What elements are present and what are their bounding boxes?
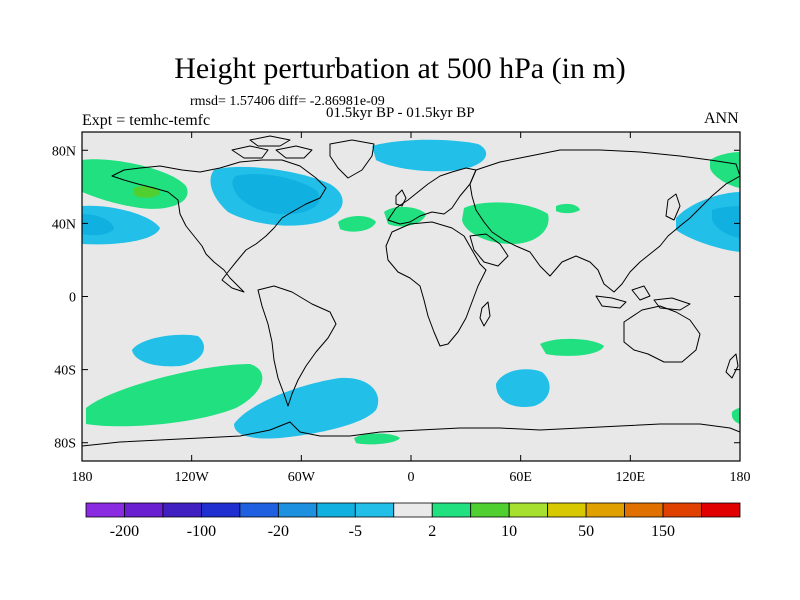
colorbar-swatch: [124, 502, 164, 518]
anomaly-negative-core: [82, 214, 114, 236]
coastline-africa: [385, 221, 487, 347]
anomaly-positive: [540, 338, 604, 356]
coastline-arabia: [469, 233, 509, 267]
coastline-uk: [395, 189, 407, 207]
coastline-south-america: [257, 285, 337, 407]
colorbar-swatch: [277, 502, 318, 518]
coastline-north-america: [111, 159, 327, 293]
anomaly-negative: [132, 334, 204, 367]
colorbar-swatch: [662, 502, 702, 518]
anomaly-positive-core: [134, 185, 160, 198]
colorbar-label: 2: [428, 523, 436, 540]
lat-tick-label: 80N: [52, 144, 76, 159]
anomaly-positive: [82, 159, 188, 209]
experiment-label: Expt = temhc-temfc: [82, 112, 211, 129]
colorbar-swatch: [316, 502, 356, 518]
colorbar-swatch: [701, 502, 741, 518]
lon-tick-label: 180: [72, 470, 93, 485]
lat-tick-label: 40N: [52, 217, 76, 232]
coastlines: [82, 135, 740, 447]
colorbar-swatch: [354, 502, 395, 518]
colorbar-swatch: [508, 502, 549, 518]
lon-tick-label: 60W: [288, 470, 316, 485]
colorbar-label: 10: [501, 523, 517, 540]
anomaly-positive: [384, 206, 426, 227]
colorbar-swatch: [431, 502, 472, 518]
lat-tick-label: 80S: [54, 437, 76, 452]
coastline-antarctica: [82, 421, 740, 447]
colorbar-swatch: [470, 502, 510, 518]
anomaly-negative: [496, 369, 550, 408]
coastline-japan: [665, 193, 681, 221]
season-label: ANN: [704, 110, 739, 127]
lon-tick-label: 0: [408, 470, 415, 485]
anomaly-fields: [82, 139, 740, 445]
colorbar-label: -100: [187, 523, 216, 540]
anomaly-negative: [372, 139, 487, 172]
colorbar-label: -5: [349, 523, 362, 540]
anomaly-negative: [676, 192, 740, 252]
anomaly-positive: [354, 433, 400, 445]
map-axes: 180 120W 60W 0 60E 120E 180 80N 40N 0 40S 80S: [52, 132, 751, 485]
colorbar-swatch: [239, 502, 279, 518]
period-label: 01.5kyr BP - 01.5kyr BP: [326, 105, 475, 121]
anomaly-negative-core: [232, 173, 320, 215]
colorbar-label: -20: [268, 523, 289, 540]
lon-tick-label: 180: [730, 470, 751, 485]
colorbar-swatch: [201, 502, 241, 518]
anomaly-negative: [234, 377, 379, 439]
map-title: Height perturbation at 500 hPa (in m): [174, 52, 626, 85]
anomaly-positive: [86, 364, 263, 427]
anomaly-positive: [338, 216, 376, 232]
lat-tick-label: 0: [69, 291, 76, 306]
coastline-asia: [469, 149, 740, 293]
colorbar-swatch: [585, 502, 625, 518]
lat-tick-label: 40S: [54, 364, 76, 379]
colorbar-swatch: [393, 502, 433, 518]
colorbar-swatch: [547, 502, 587, 518]
colorbar-swatch: [624, 502, 664, 518]
colorbar-label: -200: [110, 523, 139, 540]
lon-tick-label: 60E: [509, 470, 532, 485]
lon-tick-label: 120E: [616, 470, 646, 485]
anomaly-positive: [462, 202, 549, 244]
coastline-australia: [623, 305, 701, 363]
anomaly-positive: [556, 203, 580, 214]
colorbar-swatch: [162, 502, 202, 518]
coastline-new-zealand: [725, 353, 739, 379]
colorbar-label: 150: [651, 523, 675, 540]
coastline-madagascar: [479, 301, 491, 327]
anomaly-negative: [82, 205, 160, 245]
colorbar-swatch: [85, 502, 125, 518]
lon-tick-label: 120W: [175, 470, 210, 485]
anomaly-negative-core: [712, 206, 740, 238]
anomaly-positive: [731, 408, 740, 424]
colorbar-label: 50: [578, 523, 594, 540]
colorbar: -200 -100 -20 -5 2 10 50 150: [85, 502, 741, 540]
coastline-greenland: [329, 139, 375, 179]
coastline-arctic-islands: [231, 135, 313, 159]
rmsd-stats: rmsd= 1.57406 diff= -2.86981e-09: [190, 94, 385, 109]
